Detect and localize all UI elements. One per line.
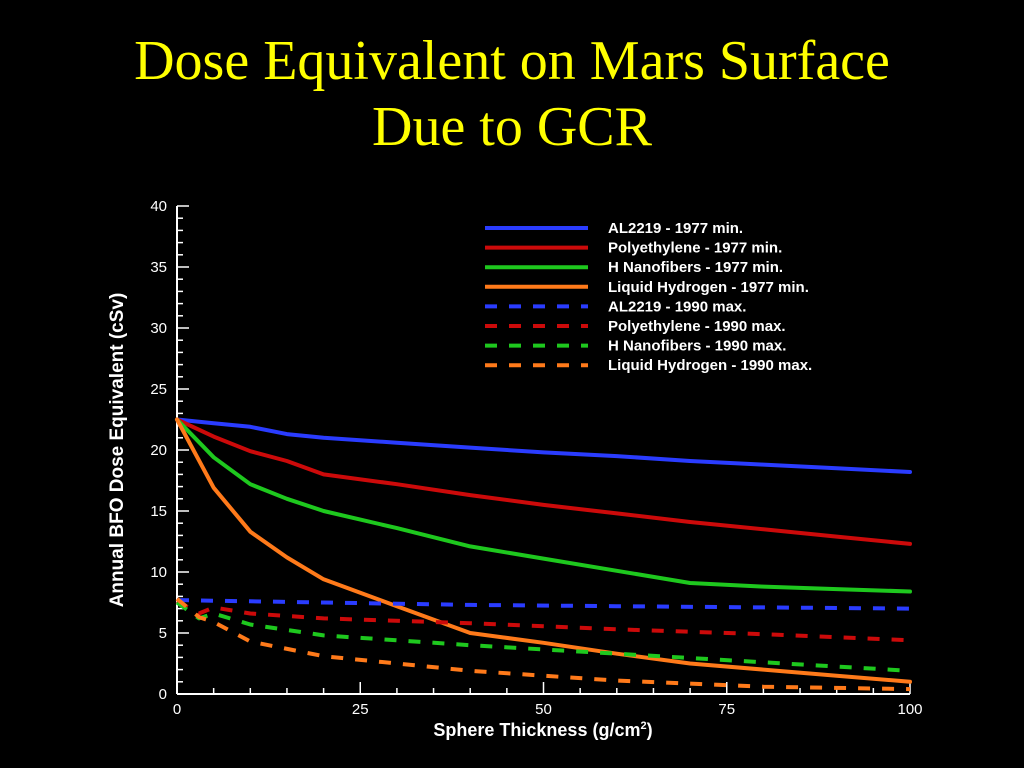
chart-legend: AL2219 - 1977 min. Polyethylene - 1977 mi… xyxy=(485,220,812,374)
legend-label-5: AL2219 - 1990 max. xyxy=(608,298,746,315)
series-line-8 xyxy=(175,597,911,692)
series-line-1 xyxy=(175,417,912,474)
series-line-2 xyxy=(175,417,912,546)
series-line-5 xyxy=(176,598,911,611)
x-axis-title-text: Sphere Thickness (g/cm xyxy=(433,720,640,740)
y-tick-label: 15 xyxy=(150,503,167,520)
legend-label-8: Liquid Hydrogen - 1990 max. xyxy=(608,357,812,374)
x-tick-label: 100 xyxy=(897,701,922,718)
y-tick-label: 40 xyxy=(150,198,167,215)
x-tick-label: 25 xyxy=(352,701,369,718)
series-line-3 xyxy=(175,417,912,594)
chart-axes: 0 5 10 15 20 25 30 35 40 0 25 50 75 100 xyxy=(150,198,922,718)
legend-label-2: Polyethylene - 1977 min. xyxy=(608,240,782,257)
x-tick-label: 0 xyxy=(173,701,181,718)
slide-title-line-1: Dose Equivalent on Mars Surface xyxy=(134,30,890,92)
chart-series xyxy=(175,417,912,692)
series-line-6 xyxy=(176,599,911,643)
legend-label-6: Polyethylene - 1990 max. xyxy=(608,318,786,335)
y-axis-title: Annual BFO Dose Equivalent (cSv) xyxy=(107,293,128,608)
legend-label-1: AL2219 - 1977 min. xyxy=(608,220,743,237)
legend-label-4: Liquid Hydrogen - 1977 min. xyxy=(608,279,809,296)
x-axis-title: Sphere Thickness (g/cm2) xyxy=(433,720,652,740)
series-line-4 xyxy=(175,417,912,684)
slide-title: Dose Equivalent on Mars Surface Due to G… xyxy=(0,28,1024,160)
x-axis-title-superscript: 2 xyxy=(640,720,646,732)
slide-title-line-2: Due to GCR xyxy=(372,96,652,158)
y-tick-label: 35 xyxy=(150,259,167,276)
y-tick-label: 0 xyxy=(159,686,167,703)
y-tick-label: 10 xyxy=(150,564,167,581)
x-tick-label: 50 xyxy=(535,701,552,718)
x-tick-label: 75 xyxy=(718,701,735,718)
y-tick-label: 30 xyxy=(150,320,167,337)
legend-label-7: H Nanofibers - 1990 max. xyxy=(608,338,786,355)
x-axis-title-close: ) xyxy=(647,720,653,740)
y-tick-label: 5 xyxy=(159,625,167,642)
y-tick-label: 25 xyxy=(150,381,167,398)
y-tick-label: 20 xyxy=(150,442,167,459)
legend-label-3: H Nanofibers - 1977 min. xyxy=(608,259,783,276)
